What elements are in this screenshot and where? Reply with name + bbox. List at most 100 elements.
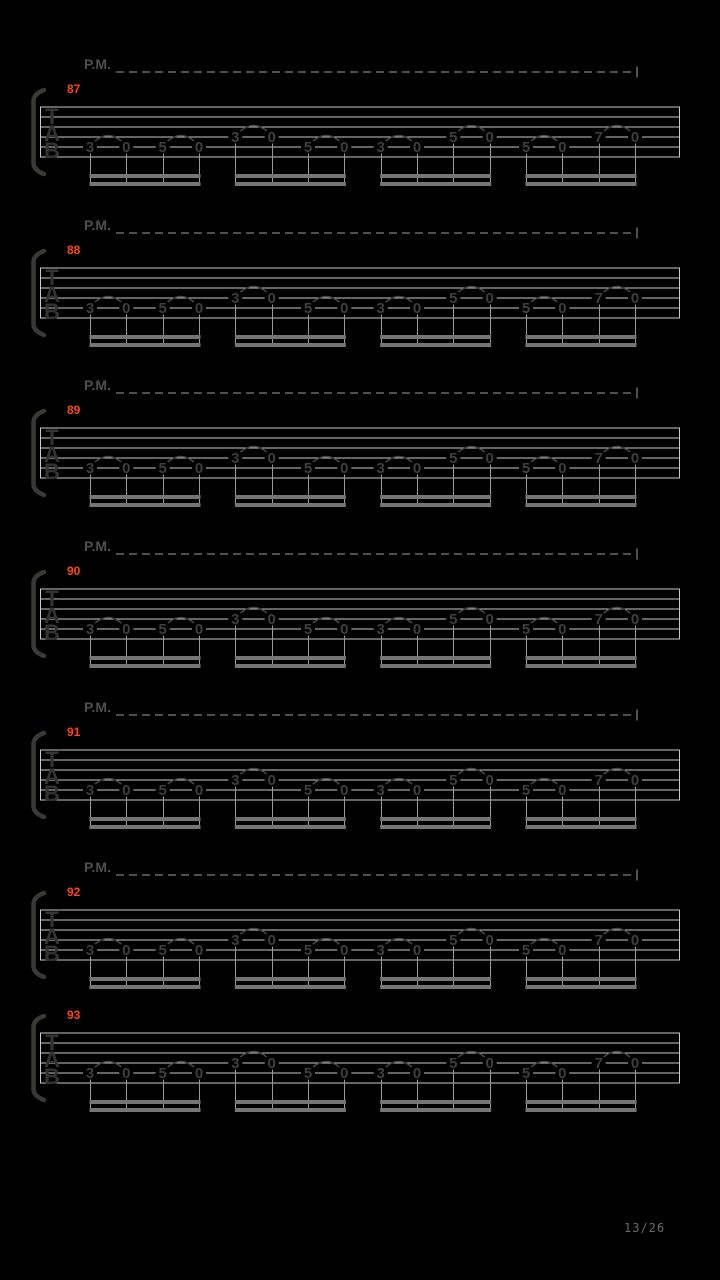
fret-number[interactable]: 0 bbox=[631, 450, 639, 467]
fret-number[interactable]: 3 bbox=[231, 932, 239, 949]
fret-number[interactable]: 5 bbox=[304, 782, 312, 799]
fret-number[interactable]: 5 bbox=[304, 621, 312, 638]
fret-number[interactable]: 5 bbox=[158, 942, 166, 959]
fret-number[interactable]: 0 bbox=[631, 772, 639, 789]
fret-number[interactable]: 0 bbox=[195, 1065, 203, 1082]
fret-number[interactable]: 0 bbox=[558, 621, 566, 638]
fret-number[interactable]: 0 bbox=[340, 782, 348, 799]
fret-number[interactable]: 0 bbox=[267, 450, 275, 467]
fret-number[interactable]: 0 bbox=[267, 1055, 275, 1072]
fret-number[interactable]: 0 bbox=[485, 772, 493, 789]
fret-number[interactable]: 5 bbox=[522, 782, 530, 799]
fret-number[interactable]: 0 bbox=[558, 1065, 566, 1082]
fret-number[interactable]: 5 bbox=[522, 300, 530, 317]
fret-number[interactable]: 0 bbox=[485, 290, 493, 307]
fret-number[interactable]: 3 bbox=[231, 450, 239, 467]
fret-number[interactable]: 5 bbox=[522, 942, 530, 959]
fret-number[interactable]: 0 bbox=[558, 782, 566, 799]
fret-number[interactable]: 3 bbox=[86, 1065, 94, 1082]
fret-number[interactable]: 3 bbox=[86, 782, 94, 799]
fret-number[interactable]: 5 bbox=[158, 782, 166, 799]
fret-number[interactable]: 5 bbox=[522, 139, 530, 156]
fret-number[interactable]: 3 bbox=[376, 1065, 384, 1082]
fret-number[interactable]: 0 bbox=[122, 460, 130, 477]
fret-number[interactable]: 3 bbox=[86, 460, 94, 477]
fret-number[interactable]: 0 bbox=[413, 621, 421, 638]
fret-number[interactable]: 5 bbox=[304, 460, 312, 477]
fret-number[interactable]: 0 bbox=[122, 300, 130, 317]
fret-number[interactable]: 0 bbox=[195, 139, 203, 156]
fret-number[interactable]: 3 bbox=[376, 139, 384, 156]
fret-number[interactable]: 3 bbox=[231, 611, 239, 628]
fret-number[interactable]: 3 bbox=[376, 782, 384, 799]
tab-system-measure-88[interactable]: P.M.88 TAB 3 0 5 0 3 0 5 0 3 0 5 0 5 0 7 0 bbox=[0, 213, 720, 353]
fret-number[interactable]: 0 bbox=[267, 129, 275, 146]
fret-number[interactable]: 0 bbox=[122, 782, 130, 799]
fret-number[interactable]: 3 bbox=[86, 139, 94, 156]
fret-number[interactable]: 5 bbox=[304, 300, 312, 317]
fret-number[interactable]: 5 bbox=[522, 621, 530, 638]
fret-number[interactable]: 0 bbox=[485, 932, 493, 949]
fret-number[interactable]: 0 bbox=[195, 300, 203, 317]
fret-number[interactable]: 3 bbox=[86, 942, 94, 959]
fret-number[interactable]: 5 bbox=[304, 1065, 312, 1082]
fret-number[interactable]: 0 bbox=[558, 460, 566, 477]
fret-number[interactable]: 0 bbox=[340, 300, 348, 317]
tab-system-measure-91[interactable]: P.M.91 TAB 3 0 5 0 3 0 5 0 3 0 5 0 5 0 7 0 bbox=[0, 695, 720, 835]
fret-number[interactable]: 7 bbox=[594, 932, 602, 949]
fret-number[interactable]: 5 bbox=[449, 932, 457, 949]
fret-number[interactable]: 0 bbox=[485, 611, 493, 628]
fret-number[interactable]: 0 bbox=[195, 782, 203, 799]
fret-number[interactable]: 0 bbox=[631, 290, 639, 307]
fret-number[interactable]: 3 bbox=[86, 300, 94, 317]
fret-number[interactable]: 7 bbox=[594, 450, 602, 467]
fret-number[interactable]: 5 bbox=[158, 300, 166, 317]
fret-number[interactable]: 3 bbox=[86, 621, 94, 638]
fret-number[interactable]: 3 bbox=[376, 460, 384, 477]
fret-number[interactable]: 5 bbox=[449, 772, 457, 789]
fret-number[interactable]: 0 bbox=[340, 942, 348, 959]
fret-number[interactable]: 5 bbox=[449, 290, 457, 307]
fret-number[interactable]: 5 bbox=[158, 139, 166, 156]
fret-number[interactable]: 0 bbox=[413, 1065, 421, 1082]
fret-number[interactable]: 0 bbox=[485, 450, 493, 467]
fret-number[interactable]: 5 bbox=[449, 450, 457, 467]
fret-number[interactable]: 0 bbox=[413, 942, 421, 959]
fret-number[interactable]: 0 bbox=[195, 460, 203, 477]
fret-number[interactable]: 3 bbox=[231, 129, 239, 146]
fret-number[interactable]: 7 bbox=[594, 611, 602, 628]
fret-number[interactable]: 0 bbox=[413, 460, 421, 477]
fret-number[interactable]: 0 bbox=[122, 942, 130, 959]
fret-number[interactable]: 3 bbox=[376, 300, 384, 317]
fret-number[interactable]: 0 bbox=[267, 932, 275, 949]
fret-number[interactable]: 0 bbox=[122, 139, 130, 156]
tab-system-measure-87[interactable]: P.M.87 TAB 3 0 5 0 3 0 5 0 3 0 5 0 5 0 7 0 bbox=[0, 52, 720, 192]
fret-number[interactable]: 5 bbox=[158, 1065, 166, 1082]
fret-number[interactable]: 0 bbox=[195, 942, 203, 959]
fret-number[interactable]: 3 bbox=[231, 772, 239, 789]
fret-number[interactable]: 0 bbox=[631, 932, 639, 949]
fret-number[interactable]: 5 bbox=[449, 611, 457, 628]
fret-number[interactable]: 5 bbox=[449, 129, 457, 146]
fret-number[interactable]: 0 bbox=[267, 611, 275, 628]
fret-number[interactable]: 0 bbox=[485, 129, 493, 146]
fret-number[interactable]: 3 bbox=[231, 1055, 239, 1072]
fret-number[interactable]: 7 bbox=[594, 772, 602, 789]
fret-number[interactable]: 0 bbox=[558, 300, 566, 317]
fret-number[interactable]: 7 bbox=[594, 1055, 602, 1072]
fret-number[interactable]: 0 bbox=[558, 942, 566, 959]
tab-system-measure-90[interactable]: P.M.90 TAB 3 0 5 0 3 0 5 0 3 0 5 0 5 0 7 0 bbox=[0, 534, 720, 674]
fret-number[interactable]: 5 bbox=[522, 460, 530, 477]
fret-number[interactable]: 5 bbox=[449, 1055, 457, 1072]
fret-number[interactable]: 0 bbox=[631, 611, 639, 628]
fret-number[interactable]: 5 bbox=[304, 942, 312, 959]
fret-number[interactable]: 0 bbox=[631, 1055, 639, 1072]
fret-number[interactable]: 0 bbox=[340, 1065, 348, 1082]
fret-number[interactable]: 5 bbox=[158, 621, 166, 638]
fret-number[interactable]: 0 bbox=[631, 129, 639, 146]
fret-number[interactable]: 5 bbox=[158, 460, 166, 477]
fret-number[interactable]: 3 bbox=[376, 942, 384, 959]
fret-number[interactable]: 0 bbox=[267, 772, 275, 789]
fret-number[interactable]: 0 bbox=[122, 1065, 130, 1082]
fret-number[interactable]: 0 bbox=[413, 300, 421, 317]
